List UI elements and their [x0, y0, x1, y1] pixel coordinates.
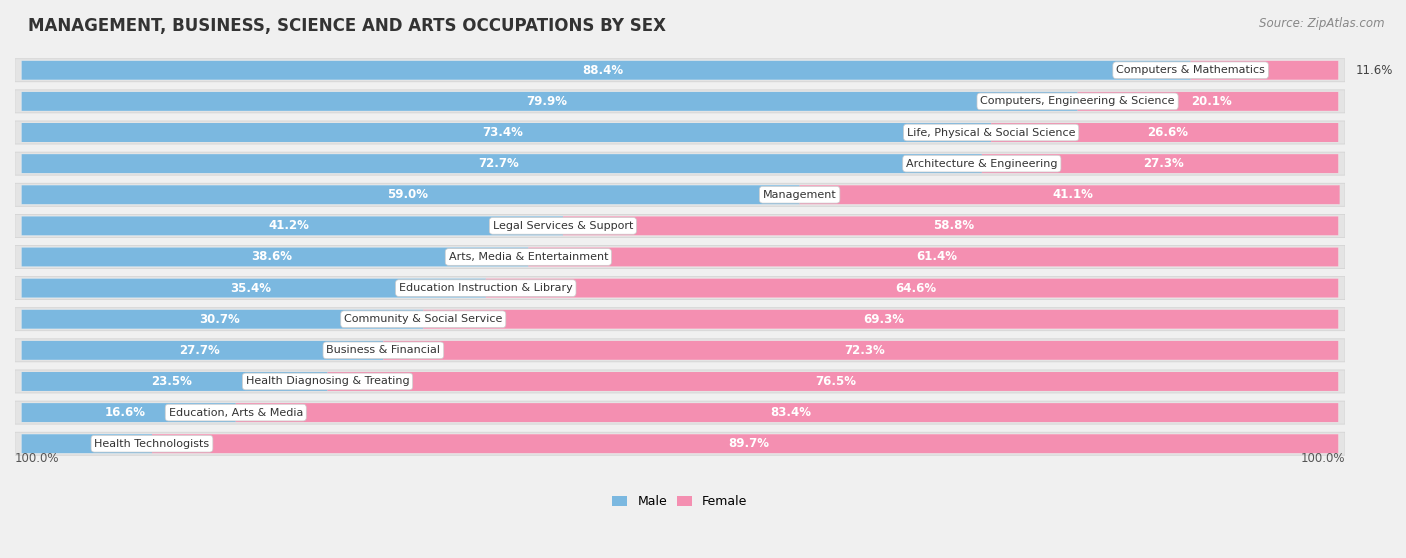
Text: 89.7%: 89.7%: [728, 437, 769, 450]
FancyBboxPatch shape: [21, 123, 991, 142]
Text: 72.7%: 72.7%: [478, 157, 519, 170]
Text: Legal Services & Support: Legal Services & Support: [492, 221, 633, 231]
FancyBboxPatch shape: [21, 92, 1077, 111]
FancyBboxPatch shape: [15, 401, 1346, 424]
FancyBboxPatch shape: [21, 278, 1339, 297]
Text: 100.0%: 100.0%: [1301, 453, 1346, 465]
Text: Health Technologists: Health Technologists: [94, 439, 209, 449]
FancyBboxPatch shape: [21, 185, 800, 204]
Text: Source: ZipAtlas.com: Source: ZipAtlas.com: [1260, 17, 1385, 30]
FancyBboxPatch shape: [21, 341, 1339, 360]
FancyBboxPatch shape: [21, 154, 1339, 173]
Text: 20.1%: 20.1%: [1191, 95, 1232, 108]
Text: 72.3%: 72.3%: [844, 344, 884, 357]
Text: 26.6%: 26.6%: [1147, 126, 1188, 139]
Text: 16.6%: 16.6%: [105, 406, 146, 419]
FancyBboxPatch shape: [152, 434, 1339, 453]
FancyBboxPatch shape: [529, 248, 1339, 267]
FancyBboxPatch shape: [15, 90, 1346, 113]
FancyBboxPatch shape: [1077, 92, 1339, 111]
Text: Arts, Media & Entertainment: Arts, Media & Entertainment: [449, 252, 607, 262]
Text: 58.8%: 58.8%: [934, 219, 974, 232]
FancyBboxPatch shape: [384, 341, 1339, 360]
FancyBboxPatch shape: [21, 217, 1339, 235]
Text: 76.5%: 76.5%: [815, 375, 856, 388]
Text: 41.2%: 41.2%: [269, 219, 309, 232]
FancyBboxPatch shape: [15, 152, 1346, 175]
FancyBboxPatch shape: [21, 278, 486, 297]
Text: 27.7%: 27.7%: [179, 344, 219, 357]
FancyBboxPatch shape: [21, 310, 423, 329]
FancyBboxPatch shape: [328, 372, 1339, 391]
FancyBboxPatch shape: [15, 59, 1346, 82]
FancyBboxPatch shape: [21, 248, 1339, 267]
FancyBboxPatch shape: [21, 341, 384, 360]
Text: Computers, Engineering & Science: Computers, Engineering & Science: [980, 97, 1175, 107]
Text: Education, Arts & Media: Education, Arts & Media: [169, 407, 302, 417]
FancyBboxPatch shape: [15, 246, 1346, 268]
FancyBboxPatch shape: [21, 310, 1339, 329]
FancyBboxPatch shape: [800, 185, 1340, 204]
FancyBboxPatch shape: [15, 214, 1346, 237]
FancyBboxPatch shape: [21, 372, 328, 391]
Text: Architecture & Engineering: Architecture & Engineering: [905, 158, 1057, 169]
Text: 23.5%: 23.5%: [150, 375, 191, 388]
Text: Management: Management: [763, 190, 837, 200]
FancyBboxPatch shape: [21, 403, 1339, 422]
Text: 41.1%: 41.1%: [1053, 188, 1094, 201]
Text: MANAGEMENT, BUSINESS, SCIENCE AND ARTS OCCUPATIONS BY SEX: MANAGEMENT, BUSINESS, SCIENCE AND ARTS O…: [28, 17, 666, 35]
FancyBboxPatch shape: [15, 432, 1346, 455]
Text: 73.4%: 73.4%: [482, 126, 523, 139]
FancyBboxPatch shape: [21, 372, 1339, 391]
Text: 79.9%: 79.9%: [526, 95, 567, 108]
FancyBboxPatch shape: [236, 403, 1339, 422]
Text: 30.7%: 30.7%: [198, 312, 239, 326]
Text: 83.4%: 83.4%: [770, 406, 811, 419]
Text: 61.4%: 61.4%: [917, 251, 957, 263]
Text: 10.3%: 10.3%: [104, 437, 142, 450]
Text: 88.4%: 88.4%: [582, 64, 623, 77]
Text: Computers & Mathematics: Computers & Mathematics: [1116, 65, 1265, 75]
Text: Community & Social Service: Community & Social Service: [344, 314, 502, 324]
FancyBboxPatch shape: [562, 217, 1339, 235]
FancyBboxPatch shape: [15, 121, 1346, 144]
FancyBboxPatch shape: [21, 434, 1339, 453]
FancyBboxPatch shape: [981, 154, 1339, 173]
FancyBboxPatch shape: [21, 248, 529, 267]
Text: Education Instruction & Library: Education Instruction & Library: [399, 283, 572, 293]
Text: 38.6%: 38.6%: [252, 251, 292, 263]
Text: 69.3%: 69.3%: [863, 312, 904, 326]
Text: 100.0%: 100.0%: [15, 453, 59, 465]
FancyBboxPatch shape: [15, 183, 1346, 206]
FancyBboxPatch shape: [21, 92, 1339, 111]
Text: Life, Physical & Social Science: Life, Physical & Social Science: [907, 128, 1076, 137]
Text: 11.6%: 11.6%: [1355, 64, 1393, 77]
FancyBboxPatch shape: [423, 310, 1339, 329]
FancyBboxPatch shape: [485, 278, 1339, 297]
FancyBboxPatch shape: [21, 217, 562, 235]
FancyBboxPatch shape: [21, 403, 236, 422]
FancyBboxPatch shape: [21, 154, 981, 173]
FancyBboxPatch shape: [15, 277, 1346, 300]
FancyBboxPatch shape: [21, 61, 1191, 80]
Text: 35.4%: 35.4%: [231, 282, 271, 295]
FancyBboxPatch shape: [15, 339, 1346, 362]
FancyBboxPatch shape: [21, 61, 1339, 80]
FancyBboxPatch shape: [21, 434, 152, 453]
Text: Business & Financial: Business & Financial: [326, 345, 440, 355]
Legend: Male, Female: Male, Female: [607, 490, 752, 513]
FancyBboxPatch shape: [15, 307, 1346, 331]
Text: Health Diagnosing & Treating: Health Diagnosing & Treating: [246, 377, 409, 387]
Text: 64.6%: 64.6%: [894, 282, 936, 295]
Text: 59.0%: 59.0%: [387, 188, 427, 201]
Text: 27.3%: 27.3%: [1143, 157, 1184, 170]
FancyBboxPatch shape: [21, 123, 1339, 142]
FancyBboxPatch shape: [21, 185, 1339, 204]
FancyBboxPatch shape: [15, 370, 1346, 393]
FancyBboxPatch shape: [1191, 61, 1339, 80]
FancyBboxPatch shape: [991, 123, 1339, 142]
